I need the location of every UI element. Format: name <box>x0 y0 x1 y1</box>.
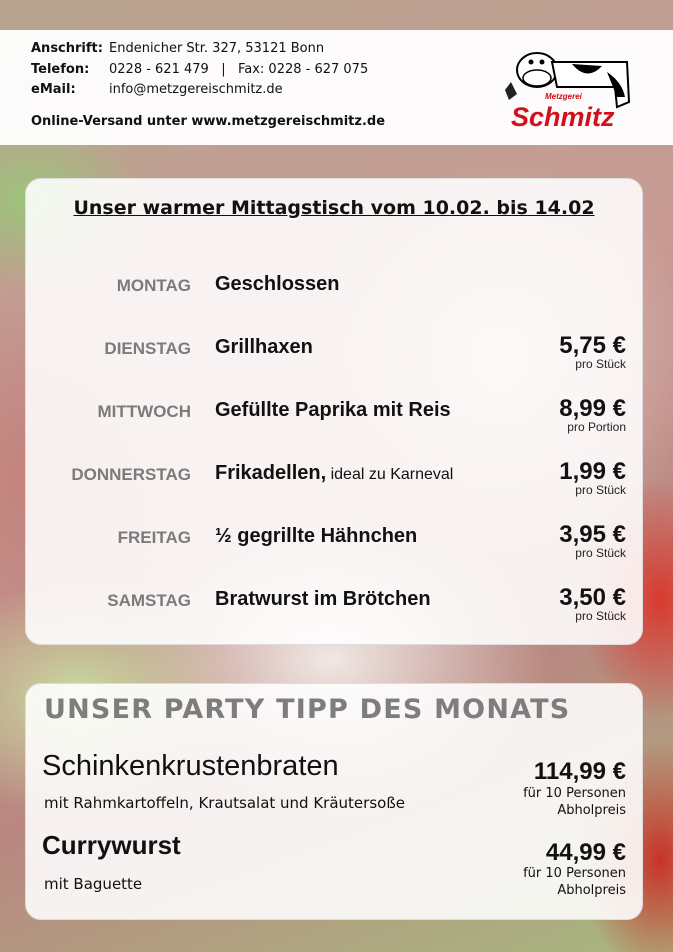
phone-line: Telefon: 0228 - 621 479 | Fax: 0228 - 627… <box>31 62 369 77</box>
logo: Metzgerei Schmitz <box>497 42 632 134</box>
price-unit: pro Stück <box>575 546 626 560</box>
party-tip-card: UNSER PARTY TIPP DES MONATS Schinkenkrus… <box>25 683 643 920</box>
party-item-persons: für 10 Personen Abholpreis <box>523 786 626 818</box>
party-heading: UNSER PARTY TIPP DES MONATS <box>44 694 571 725</box>
dish-name: ½ gegrillte Hähnchen <box>215 525 418 547</box>
price-unit: pro Portion <box>567 420 626 434</box>
menu-row-mittwoch: MITTWOCH Gefüllte Paprika mit Reis 8,99 … <box>26 395 642 435</box>
menu-row-donnerstag: DONNERSTAG Frikadellen, ideal zu Karneva… <box>26 458 642 498</box>
price-unit: pro Stück <box>575 483 626 497</box>
menu-row-dienstag: DIENSTAG Grillhaxen 5,75 € pro Stück <box>26 332 642 372</box>
party-item-sub: mit Baguette <box>44 875 143 893</box>
lunch-menu-card: Unser warmer Mittagstisch vom 10.02. bis… <box>25 178 643 645</box>
dish-name: Geschlossen <box>215 273 340 295</box>
dish-name: Bratwurst im Brötchen <box>215 588 431 610</box>
cow-icon <box>505 52 631 109</box>
dish-name: Gefüllte Paprika mit Reis <box>215 399 451 421</box>
contact-header: Anschrift: Endenicher Str. 327, 53121 Bon… <box>0 30 673 145</box>
online-shop-link[interactable]: Online-Versand unter www.metzgereischmit… <box>31 114 386 129</box>
menu-row-samstag: SAMSTAG Bratwurst im Brötchen 3,50 € pro… <box>26 584 642 624</box>
day-label: MONTAG <box>116 276 191 295</box>
email-line: eMail: info@metzgereischmitz.de <box>31 82 283 97</box>
party-item-name: Currywurst <box>42 830 181 860</box>
party-item-sub: mit Rahmkartoffeln, Krautsalat und Kräut… <box>44 794 405 812</box>
price-unit: pro Stück <box>575 357 626 371</box>
party-item-persons: für 10 Personen Abholpreis <box>523 866 626 898</box>
price: 3,95 € <box>559 521 626 548</box>
dish-name: Frikadellen, ideal zu Karneval <box>215 462 454 484</box>
party-item-name: Schinkenkrustenbraten <box>42 750 339 782</box>
dish-name: Grillhaxen <box>215 336 313 358</box>
price: 1,99 € <box>559 458 626 485</box>
menu-row-montag: MONTAG Geschlossen <box>26 269 642 309</box>
email-link[interactable]: info@metzgereischmitz.de <box>109 82 283 97</box>
menu-title: Unser warmer Mittagstisch vom 10.02. bis… <box>73 197 595 219</box>
party-item-price: 114,99 € <box>533 758 626 785</box>
address-line: Anschrift: Endenicher Str. 327, 53121 Bon… <box>31 41 325 56</box>
price: 8,99 € <box>559 395 626 422</box>
price: 3,50 € <box>559 584 626 611</box>
menu-row-freitag: FREITAG ½ gegrillte Hähnchen 3,95 € pro … <box>26 521 642 561</box>
price-unit: pro Stück <box>575 609 626 623</box>
dish-note: ideal zu Karneval <box>326 466 454 483</box>
day-label: DONNERSTAG <box>71 465 191 484</box>
day-label: MITTWOCH <box>97 402 191 421</box>
price: 5,75 € <box>559 332 626 359</box>
day-label: DIENSTAG <box>104 339 191 358</box>
party-item-price: 44,99 € <box>545 839 626 866</box>
day-label: FREITAG <box>117 528 191 547</box>
day-label: SAMSTAG <box>107 591 191 610</box>
